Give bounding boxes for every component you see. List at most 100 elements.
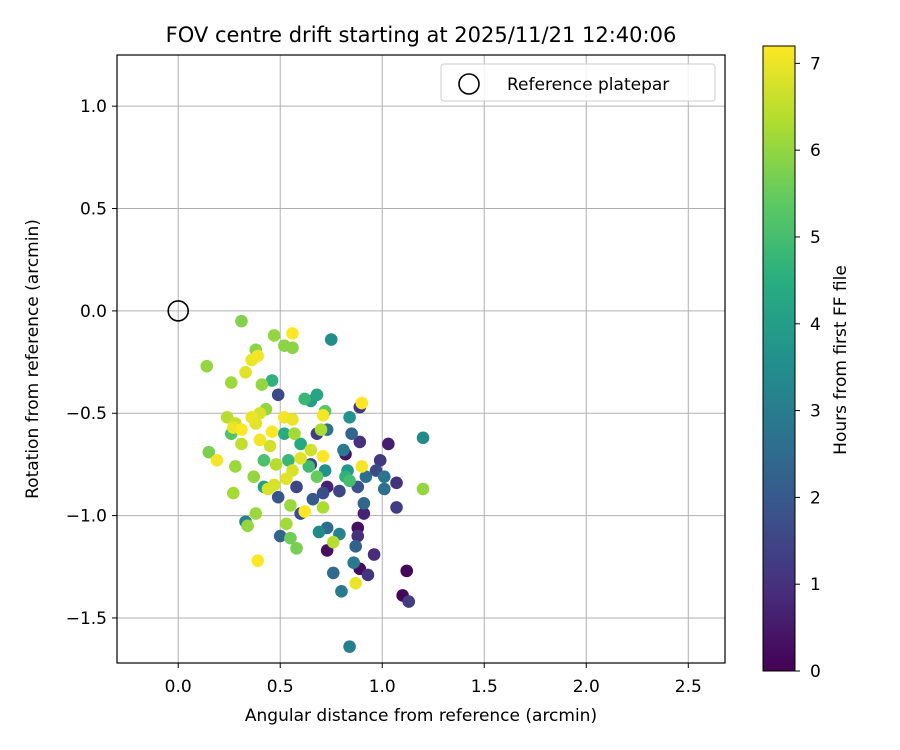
data-point (349, 576, 363, 590)
data-point (255, 378, 269, 391)
colorbar-tick-label: 4 (810, 315, 821, 335)
data-point (343, 474, 356, 488)
data-point (377, 482, 391, 496)
data-point (416, 482, 430, 496)
data-point (245, 411, 258, 424)
colorbar-tick-label: 7 (810, 54, 821, 74)
data-point (402, 595, 416, 608)
data-point (269, 458, 283, 471)
y-tick-label: 0.5 (80, 200, 107, 220)
data-point (361, 568, 375, 582)
data-point (351, 529, 365, 543)
data-point (265, 425, 279, 438)
y-tick-label: 0.0 (80, 302, 107, 322)
data-point (345, 427, 358, 441)
data-point (390, 476, 403, 490)
y-axis-ticks: 1.0 0.5 0.0 −0.5 −1.0 −1.5 (66, 97, 117, 629)
data-point (316, 486, 330, 500)
x-tick-label: 2.0 (573, 677, 600, 697)
data-point (377, 470, 391, 484)
colorbar-gradient (762, 45, 796, 672)
reference-platepar-marker (167, 300, 190, 322)
data-point (235, 314, 248, 328)
data-point (353, 435, 367, 449)
data-point (239, 366, 252, 379)
data-point (286, 327, 299, 340)
data-point (235, 437, 248, 451)
data-point (316, 408, 330, 422)
data-point (357, 507, 371, 520)
y-axis-label: Rotation from reference (arcmin) (23, 219, 43, 499)
data-point (310, 388, 324, 402)
data-point (335, 585, 348, 598)
legend-marker (458, 73, 480, 95)
data-point (416, 431, 430, 445)
data-point (304, 443, 318, 457)
data-point (367, 548, 381, 561)
data-point (302, 460, 316, 473)
data-point (400, 564, 414, 578)
data-point (390, 501, 403, 514)
colorbar-ticks: 0 1 2 3 4 5 6 7 (795, 54, 821, 682)
data-point (247, 470, 260, 484)
data-point (200, 359, 214, 373)
data-point (263, 439, 277, 453)
data-point (343, 411, 356, 424)
x-tick-label: 0.5 (267, 677, 294, 697)
data-point (294, 437, 307, 451)
data-point (251, 349, 265, 363)
data-point (312, 525, 326, 539)
data-point (271, 388, 285, 402)
grid-lines (117, 55, 725, 663)
data-point (314, 423, 328, 436)
data-point (324, 333, 338, 346)
x-tick-label: 2.5 (675, 677, 702, 697)
y-tick-label: 1.0 (80, 97, 107, 117)
data-point (355, 460, 369, 473)
data-point (210, 454, 224, 467)
data-point (282, 454, 295, 467)
data-point (357, 497, 371, 510)
data-point (267, 329, 281, 342)
data-point (333, 484, 346, 498)
data-point (280, 517, 293, 531)
data-point (294, 451, 307, 465)
legend: Reference platepar (440, 63, 716, 102)
data-point (241, 519, 254, 533)
colorbar-tick-label: 5 (810, 228, 821, 248)
colorbar-tick-label: 1 (810, 575, 821, 595)
x-axis-label: Angular distance from reference (arcmin) (245, 706, 597, 726)
data-point (316, 449, 330, 463)
data-point (288, 427, 301, 441)
data-point (267, 478, 281, 492)
data-point (316, 501, 330, 514)
data-point (271, 490, 285, 504)
data-point (382, 437, 395, 451)
legend-label: Reference platepar (507, 75, 669, 95)
colorbar: 0 1 2 3 4 5 6 7 Hours from first FF file (762, 45, 851, 682)
scatter-points (200, 314, 430, 653)
data-point (253, 433, 267, 447)
data-point (343, 640, 356, 653)
data-point (326, 535, 340, 549)
data-point (224, 376, 238, 389)
data-point (229, 460, 242, 473)
x-axis-ticks: 0.0 0.5 1.0 1.5 2.0 2.5 (165, 663, 702, 697)
y-tick-label: −1.0 (66, 507, 107, 527)
data-point (251, 554, 265, 567)
data-point (337, 443, 350, 457)
data-point (298, 392, 312, 406)
data-point (290, 542, 303, 555)
plot-frame (116, 54, 726, 664)
data-point (265, 374, 279, 387)
data-point (355, 396, 369, 410)
colorbar-tick-label: 6 (810, 141, 821, 161)
colorbar-label: Hours from first FF file (831, 265, 851, 455)
data-point (359, 470, 373, 484)
x-tick-label: 1.5 (471, 677, 498, 697)
data-point (284, 499, 297, 512)
data-point (249, 507, 263, 520)
data-point (226, 486, 240, 500)
chart-title: FOV centre drift starting at 2025/11/21 … (166, 23, 677, 47)
